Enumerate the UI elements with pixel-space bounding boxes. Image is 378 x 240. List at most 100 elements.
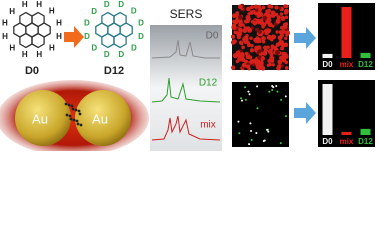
- atom-label: D: [118, 50, 124, 59]
- bar-label: D12: [358, 137, 373, 146]
- gap-molecule: [67, 103, 71, 107]
- atom-label: H: [9, 44, 15, 53]
- dot: [249, 59, 255, 64]
- dot: [235, 50, 241, 56]
- dot: [246, 42, 252, 48]
- ring: [19, 32, 33, 49]
- dot: [277, 64, 282, 69]
- atom-label: D: [91, 44, 97, 53]
- dot: [276, 90, 279, 93]
- atom-label: H: [56, 18, 62, 27]
- dot: [240, 52, 245, 57]
- dot: [257, 10, 262, 15]
- dot: [244, 98, 247, 101]
- ring: [31, 11, 45, 28]
- dot: [252, 20, 258, 26]
- dot: [243, 19, 248, 24]
- map: [232, 82, 289, 147]
- bar-label: D0: [322, 137, 333, 146]
- dot: [250, 5, 255, 10]
- dot: [280, 15, 286, 21]
- dot: [250, 138, 253, 141]
- dot: [280, 25, 284, 30]
- dot: [236, 32, 242, 37]
- dot: [250, 130, 253, 133]
- bar: [322, 84, 333, 135]
- atom-label: H: [49, 7, 55, 16]
- dot: [279, 33, 284, 38]
- dot: [271, 14, 276, 18]
- atom-label: D: [104, 0, 110, 9]
- dot: [270, 10, 276, 16]
- dot: [257, 55, 262, 60]
- dot: [238, 27, 243, 33]
- dot: [232, 25, 236, 30]
- atom-label: H: [22, 0, 28, 9]
- atom-label: D: [91, 7, 97, 16]
- sers-title: SERS: [170, 7, 203, 21]
- dot: [267, 130, 270, 133]
- dot: [274, 5, 279, 10]
- gap-molecule: [78, 112, 82, 116]
- ring: [19, 11, 33, 28]
- arrow: [294, 102, 316, 124]
- bar: [341, 131, 352, 135]
- spectrum-label: D0: [206, 31, 219, 42]
- dot: [262, 15, 268, 21]
- gap-molecule: [79, 123, 83, 127]
- atom-label: H: [49, 43, 55, 52]
- gap-molecule: [64, 102, 68, 106]
- dot: [237, 56, 242, 62]
- dot: [253, 4, 259, 9]
- gap-molecule: [75, 119, 79, 123]
- dot: [254, 8, 259, 12]
- dot: [241, 99, 244, 102]
- gold-particle: [75, 90, 131, 146]
- spectrum: [151, 77, 221, 103]
- dot: [280, 98, 283, 101]
- dot: [244, 86, 247, 89]
- dot: [249, 48, 255, 53]
- dot: [243, 26, 248, 30]
- dot: [285, 33, 289, 37]
- atom-label: H: [9, 7, 15, 16]
- dot: [247, 27, 253, 33]
- atom-label: H: [2, 32, 8, 41]
- dot: [260, 66, 266, 71]
- arrow: [64, 26, 84, 48]
- bar-label: mix: [340, 137, 354, 146]
- dot: [272, 86, 275, 89]
- gap-molecule: [69, 117, 73, 121]
- dot: [261, 36, 266, 41]
- gap-molecule: [68, 114, 72, 118]
- dot: [244, 51, 249, 56]
- dot: [255, 131, 258, 134]
- dot: [253, 11, 259, 16]
- dot: [275, 84, 278, 87]
- dot: [284, 36, 288, 41]
- spectrum-label: mix: [200, 120, 216, 131]
- dot: [278, 6, 282, 10]
- atom-label: D: [131, 7, 137, 16]
- arrow: [294, 27, 316, 49]
- dot: [267, 4, 272, 9]
- map-dots: [230, 3, 291, 146]
- atom-label: D: [131, 43, 137, 52]
- dot: [256, 62, 261, 67]
- dot: [271, 88, 274, 91]
- spectrum: [151, 115, 221, 141]
- dot: [265, 13, 269, 17]
- dot: [285, 4, 289, 9]
- atom-label: H: [22, 50, 28, 59]
- dot: [257, 29, 262, 34]
- atom-label: D: [118, 0, 124, 9]
- dot: [238, 19, 243, 25]
- dot: [235, 11, 239, 15]
- ring: [113, 32, 127, 49]
- dot: [270, 34, 277, 40]
- bar: [360, 128, 371, 135]
- bar: [341, 7, 352, 58]
- dot: [274, 50, 281, 56]
- dot: [261, 40, 266, 44]
